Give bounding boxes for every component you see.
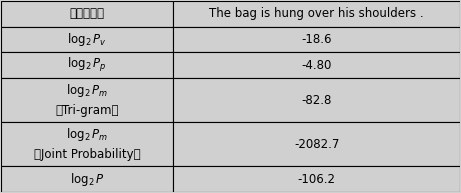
Bar bbox=[1, 1, 173, 27]
Text: $\log_2 P_v$: $\log_2 P_v$ bbox=[67, 31, 106, 48]
Bar bbox=[173, 52, 460, 78]
Bar bbox=[173, 27, 460, 52]
Bar bbox=[1, 78, 173, 122]
Bar bbox=[173, 122, 460, 166]
Text: $\log_2 P_p$: $\log_2 P_p$ bbox=[67, 56, 106, 74]
Bar bbox=[173, 166, 460, 192]
Text: $\log_2 P_m$: $\log_2 P_m$ bbox=[66, 126, 108, 143]
Bar bbox=[173, 78, 460, 122]
Text: $\log_2 P_m$: $\log_2 P_m$ bbox=[66, 82, 108, 99]
Text: -2082.7: -2082.7 bbox=[294, 138, 339, 151]
Text: -4.80: -4.80 bbox=[301, 59, 332, 72]
Bar bbox=[1, 52, 173, 78]
Text: -106.2: -106.2 bbox=[298, 173, 336, 186]
Text: 出力候補文: 出力候補文 bbox=[69, 7, 104, 20]
Text: （Tri-gram）: （Tri-gram） bbox=[55, 104, 118, 117]
Bar bbox=[173, 1, 460, 27]
Text: -18.6: -18.6 bbox=[301, 33, 332, 46]
Text: $\log_2 P$: $\log_2 P$ bbox=[70, 171, 104, 188]
Bar bbox=[1, 122, 173, 166]
Bar bbox=[1, 166, 173, 192]
Text: （Joint Probability）: （Joint Probability） bbox=[34, 148, 140, 161]
Bar bbox=[1, 27, 173, 52]
Text: -82.8: -82.8 bbox=[301, 94, 332, 107]
Text: The bag is hung over his shoulders .: The bag is hung over his shoulders . bbox=[209, 7, 424, 20]
